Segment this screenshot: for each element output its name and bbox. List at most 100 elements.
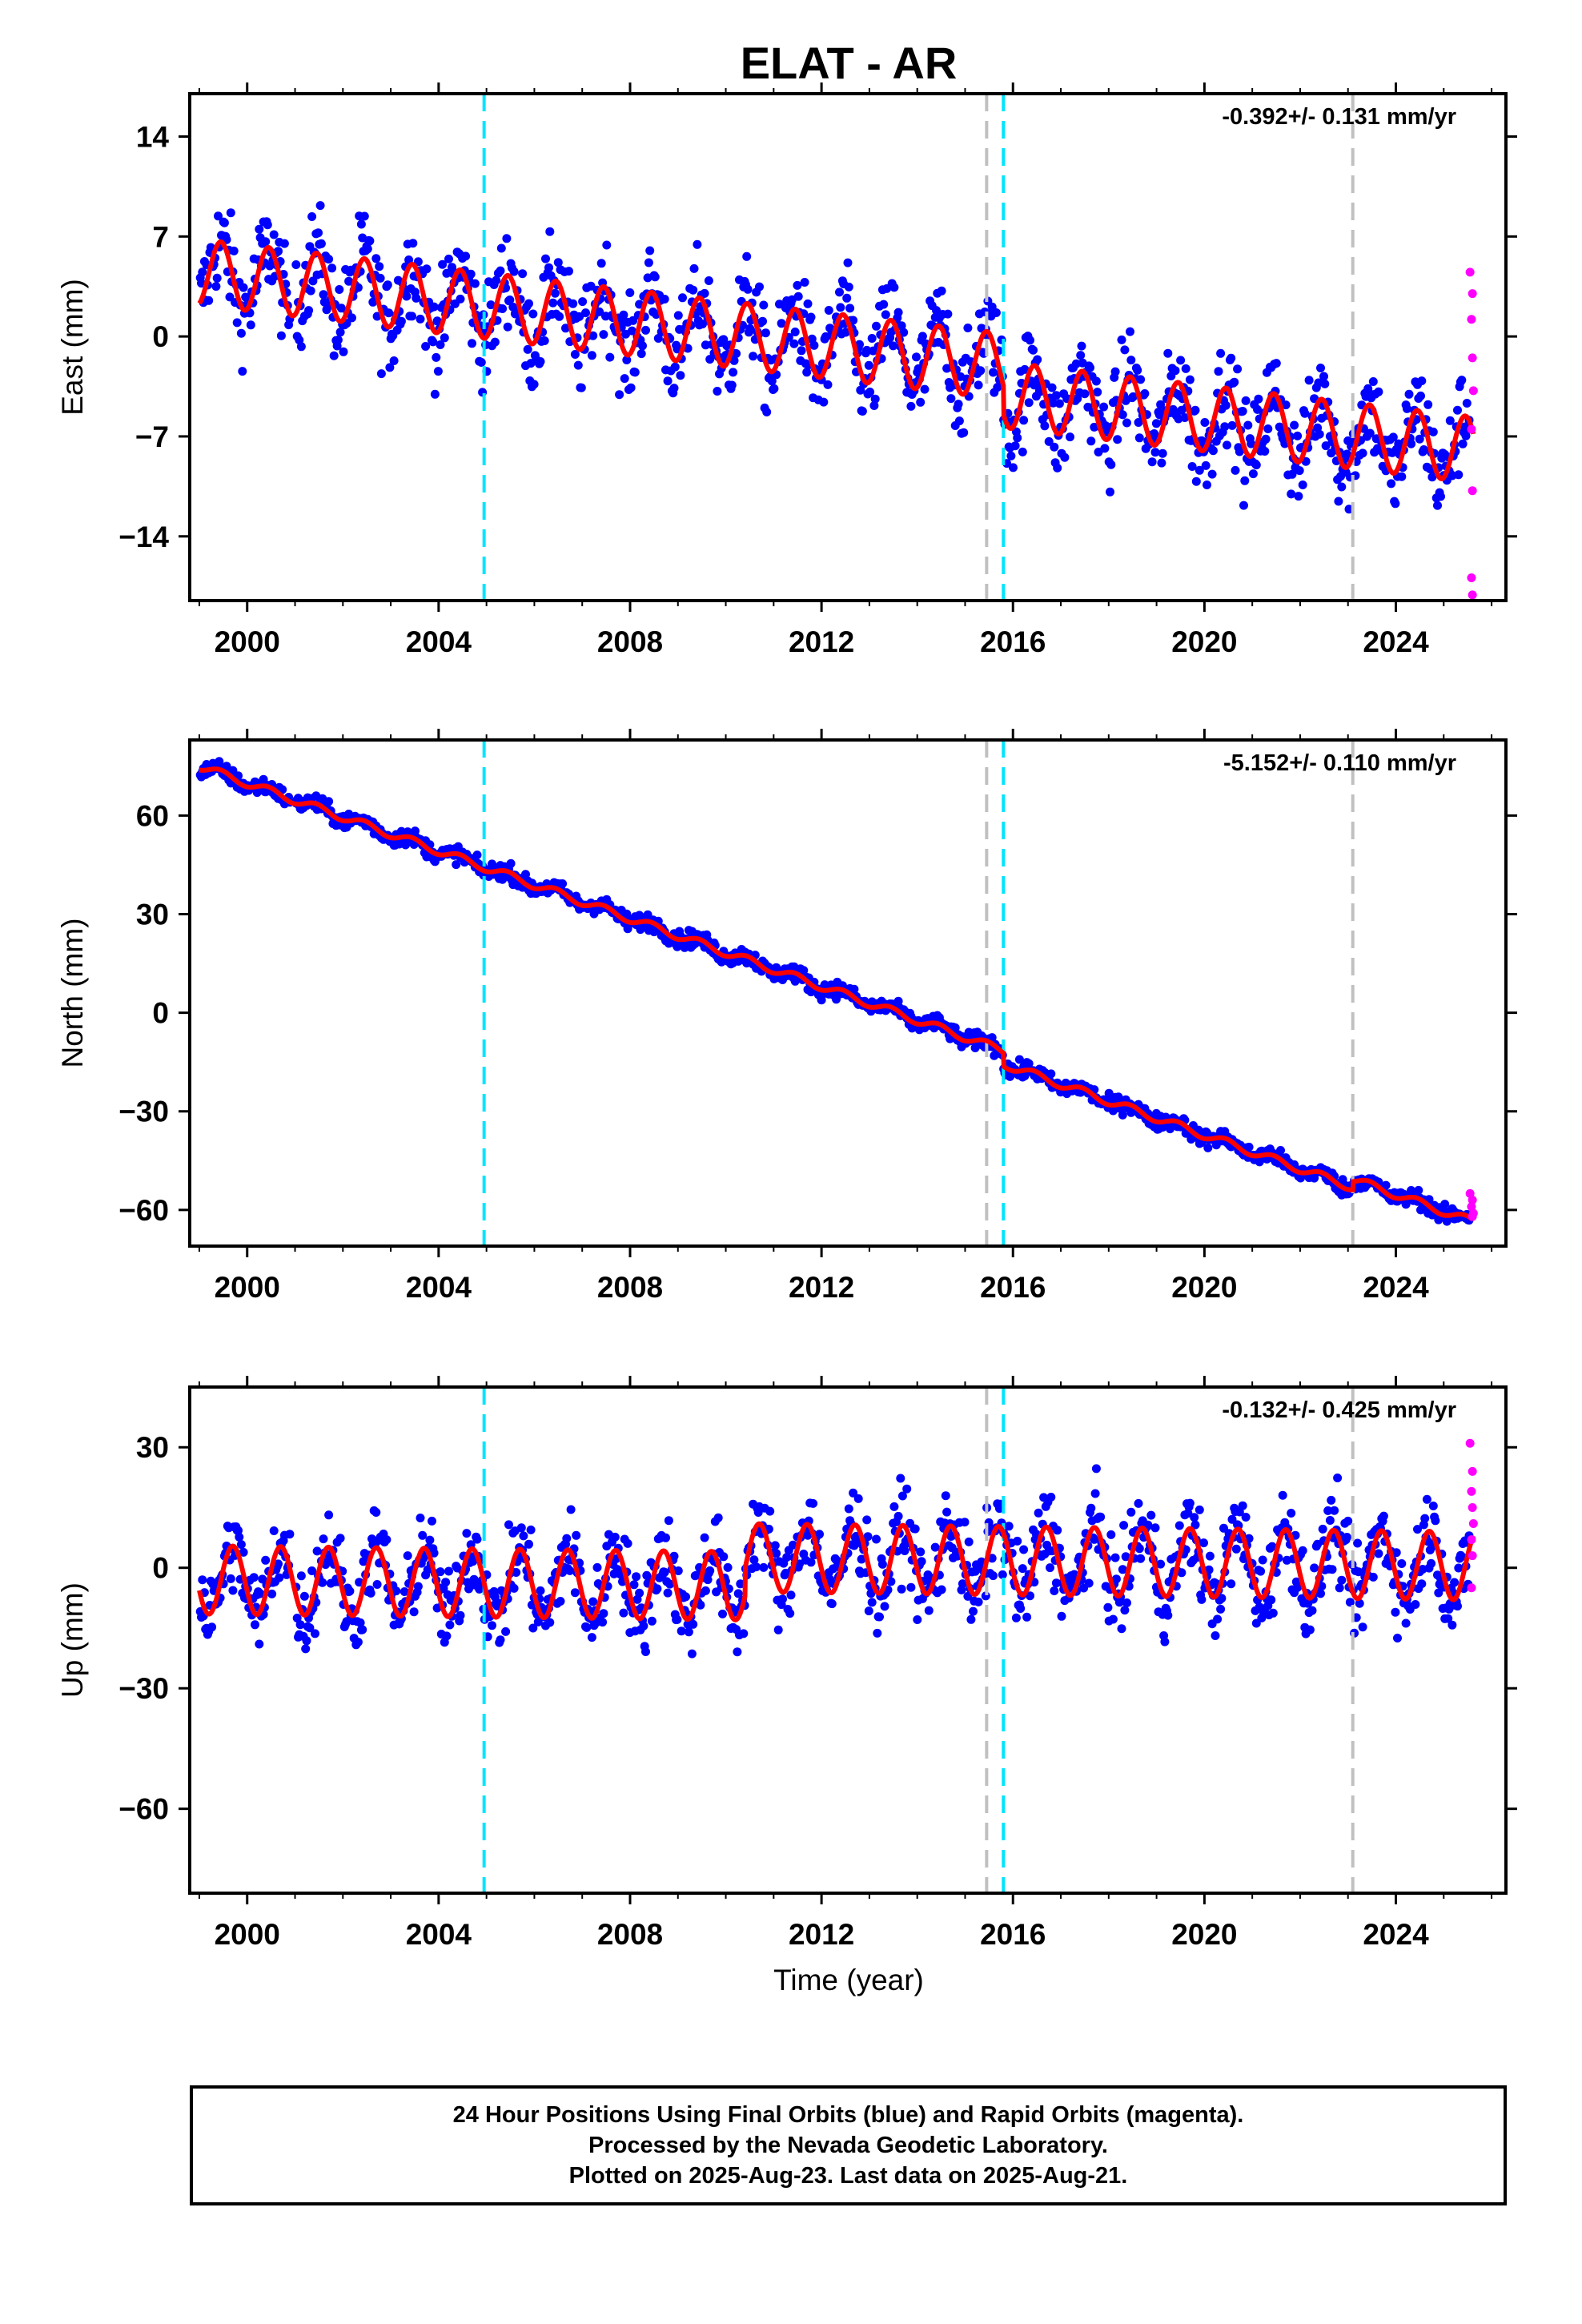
final-point xyxy=(402,292,412,301)
final-point xyxy=(896,1474,905,1483)
final-point xyxy=(1275,422,1284,432)
final-point xyxy=(873,1628,882,1638)
rapid-point xyxy=(1468,1196,1477,1205)
final-point xyxy=(1018,447,1027,456)
final-point xyxy=(1140,389,1150,398)
final-point xyxy=(719,1552,729,1562)
final-point xyxy=(1323,1506,1333,1515)
final-point xyxy=(207,1622,217,1632)
final-point xyxy=(456,294,465,304)
final-point xyxy=(358,1625,367,1634)
final-point xyxy=(1407,439,1416,448)
final-point xyxy=(1330,1506,1339,1515)
final-point xyxy=(598,1618,608,1627)
final-point xyxy=(1126,327,1134,336)
final-point xyxy=(464,1584,473,1594)
final-point xyxy=(363,244,372,254)
final-point xyxy=(263,220,272,230)
final-point xyxy=(1185,1498,1195,1508)
final-point xyxy=(1047,383,1057,392)
y-tick-label: 60 xyxy=(136,799,169,832)
final-point xyxy=(835,287,844,297)
final-point xyxy=(198,267,207,277)
rapid-orbit-points xyxy=(1465,1438,1478,1593)
final-point xyxy=(1191,1520,1200,1530)
final-point xyxy=(1415,434,1424,444)
final-point xyxy=(592,1562,602,1572)
final-point xyxy=(1447,1620,1457,1630)
final-point xyxy=(1091,376,1101,386)
rapid-point xyxy=(1468,1466,1477,1476)
final-point xyxy=(389,356,399,365)
final-point xyxy=(705,1566,715,1575)
final-point xyxy=(304,306,314,316)
final-point xyxy=(1243,420,1253,430)
plot-area xyxy=(195,740,1478,1246)
final-point xyxy=(570,350,580,359)
final-point xyxy=(1450,1578,1460,1587)
final-point xyxy=(1013,433,1022,443)
final-point xyxy=(561,324,570,333)
final-point xyxy=(433,367,443,376)
final-point xyxy=(630,368,640,377)
final-point xyxy=(445,1620,455,1630)
final-point xyxy=(924,1606,934,1615)
final-point xyxy=(442,268,452,278)
final-point xyxy=(235,1532,244,1542)
final-point xyxy=(292,1614,302,1622)
final-point xyxy=(942,1507,952,1517)
final-point xyxy=(1213,1614,1223,1624)
final-point xyxy=(1316,364,1325,372)
final-point xyxy=(588,1597,598,1606)
final-point xyxy=(1120,1606,1130,1615)
final-point xyxy=(900,1546,909,1555)
final-point xyxy=(1417,1579,1427,1589)
final-point xyxy=(1013,1536,1022,1546)
final-point xyxy=(799,966,809,975)
final-point xyxy=(1006,451,1016,460)
final-point xyxy=(1126,1507,1136,1517)
final-point xyxy=(1316,1589,1325,1598)
final-point xyxy=(516,1523,526,1533)
final-point xyxy=(745,324,755,333)
final-point xyxy=(1327,1565,1337,1574)
final-point xyxy=(314,228,323,238)
final-point xyxy=(795,1559,804,1569)
final-point xyxy=(578,297,588,307)
final-point xyxy=(599,1609,608,1618)
final-point xyxy=(1419,445,1428,454)
final-point xyxy=(899,328,909,337)
final-point xyxy=(1150,448,1160,457)
final-point xyxy=(1187,462,1197,471)
final-point xyxy=(324,1510,334,1520)
final-point xyxy=(652,1584,662,1594)
final-point xyxy=(214,211,223,221)
final-point xyxy=(902,1484,912,1494)
final-point xyxy=(1320,379,1330,388)
final-point xyxy=(959,428,969,437)
final-point xyxy=(302,1636,311,1646)
model-curve xyxy=(199,766,1476,1222)
final-point xyxy=(472,850,482,860)
final-point xyxy=(1268,1608,1278,1618)
final-point xyxy=(849,316,858,325)
final-point xyxy=(269,1526,279,1535)
final-point xyxy=(586,281,596,291)
final-point xyxy=(1020,364,1030,374)
final-point xyxy=(1391,1607,1400,1617)
final-point xyxy=(1019,416,1029,425)
final-point xyxy=(1267,1595,1276,1605)
final-point xyxy=(863,1532,873,1542)
final-point xyxy=(954,400,963,409)
final-point xyxy=(319,290,328,300)
plot-area xyxy=(195,94,1478,601)
final-point xyxy=(1327,1495,1336,1505)
final-point xyxy=(261,1555,271,1565)
final-point xyxy=(1203,1143,1213,1152)
final-point xyxy=(428,337,438,347)
final-point xyxy=(647,1616,656,1626)
north-panel: 2000 2004 2008 2012 2016 2020 2024 60 30 0 −30 −60 N… xyxy=(56,729,1517,1304)
final-point xyxy=(1077,341,1086,351)
final-point xyxy=(1053,463,1062,472)
final-point xyxy=(1404,389,1414,399)
